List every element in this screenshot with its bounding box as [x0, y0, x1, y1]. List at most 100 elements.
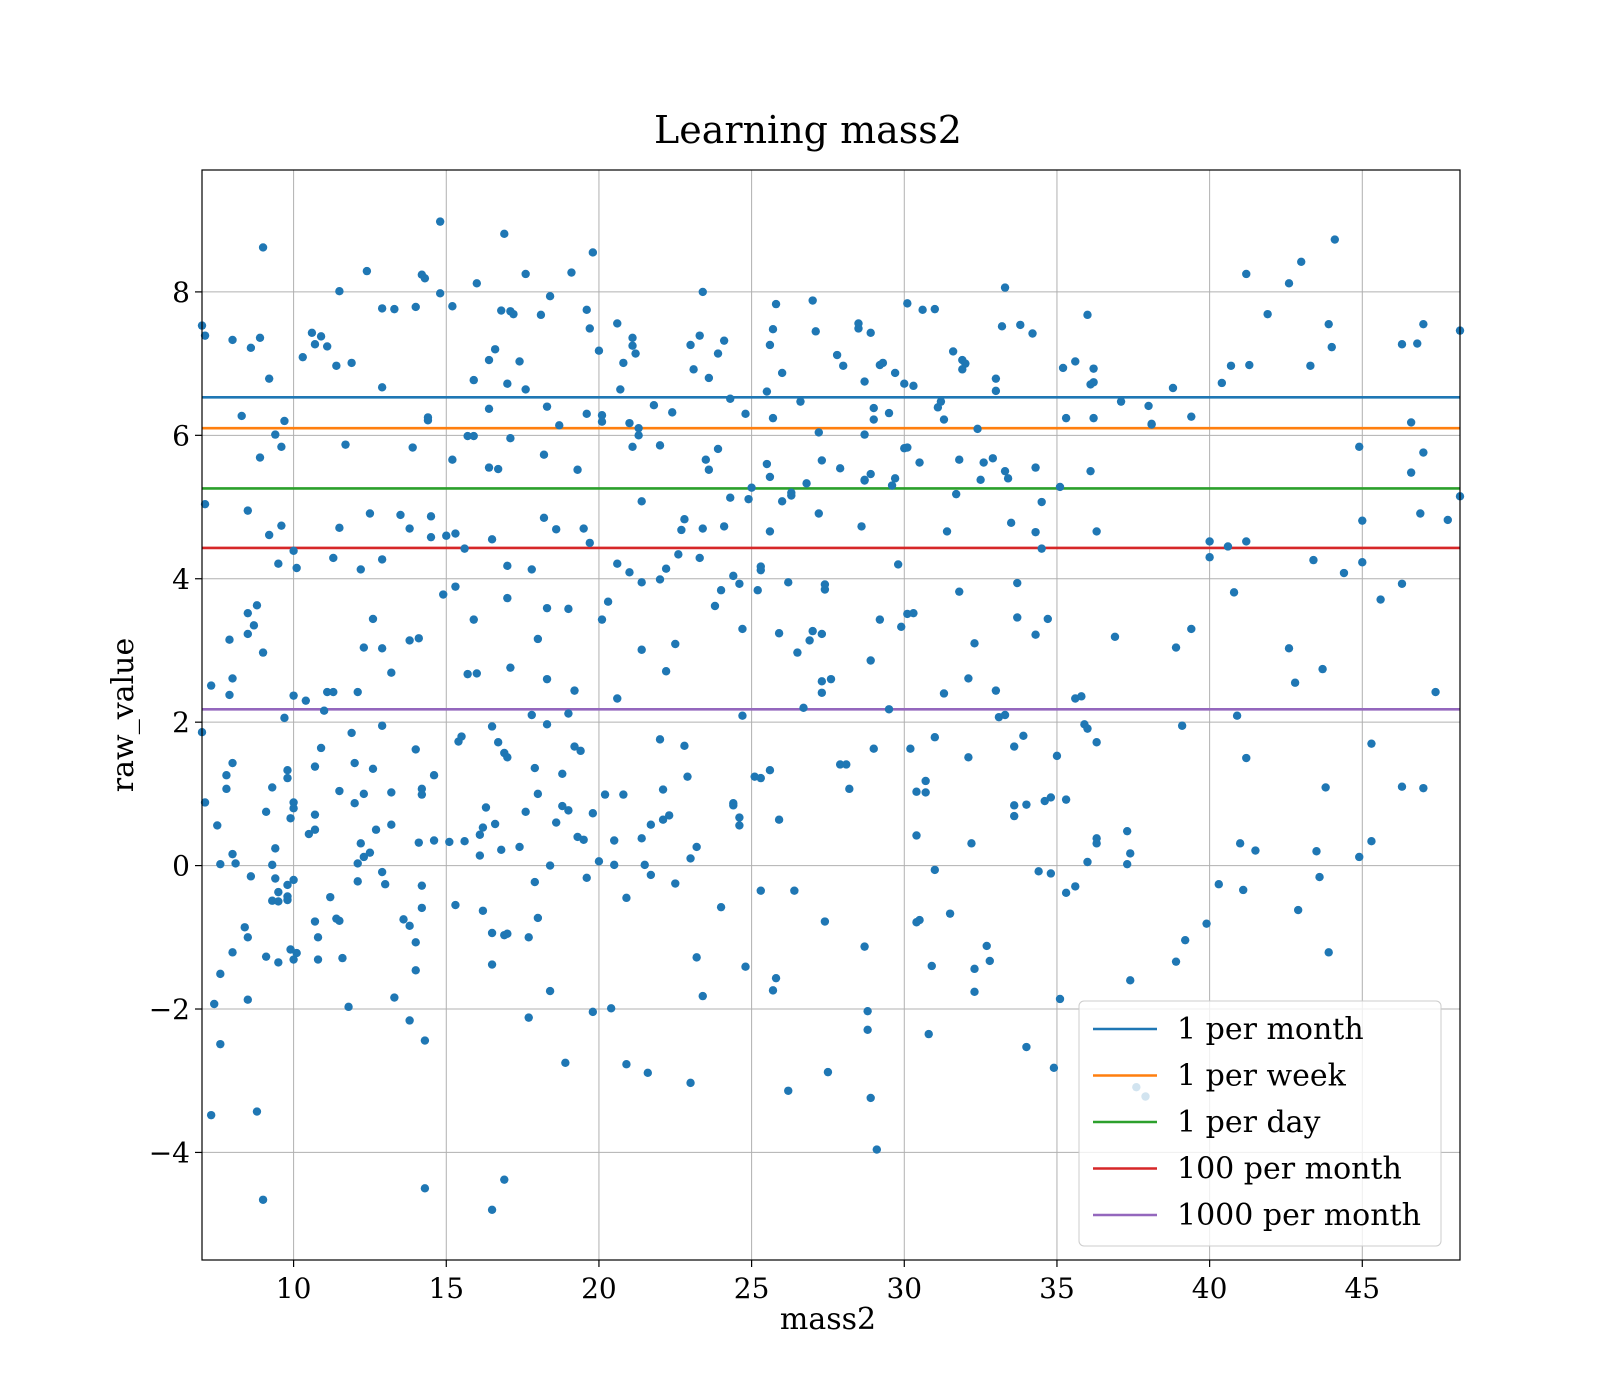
data-point: [603, 597, 613, 606]
data-point: [304, 829, 314, 839]
data-point: [887, 481, 897, 490]
data-point: [1339, 568, 1349, 578]
data-point: [289, 804, 298, 813]
data-point: [985, 956, 994, 966]
data-point: [448, 302, 457, 311]
data-point: [582, 873, 591, 882]
data-point: [597, 411, 607, 420]
data-point: [1232, 711, 1242, 720]
data-point: [503, 753, 512, 762]
chart-title: Learning mass2: [654, 108, 962, 152]
data-point: [628, 341, 637, 350]
data-point: [353, 877, 362, 886]
data-point: [713, 349, 723, 358]
data-point: [478, 906, 488, 915]
x-axis-ticks: 10 15 20 25 30 35 40 45: [276, 1260, 1380, 1305]
data-point: [790, 886, 799, 895]
data-point: [842, 760, 851, 769]
data-point: [716, 586, 726, 595]
x-axis-label: mass2: [780, 1302, 876, 1337]
data-point: [991, 386, 1001, 396]
data-point: [490, 345, 500, 354]
data-point: [976, 475, 985, 484]
data-point: [616, 385, 625, 394]
data-point: [353, 859, 362, 868]
data-point: [536, 310, 546, 320]
data-point: [353, 687, 362, 697]
data-point: [246, 343, 256, 353]
data-point: [1406, 468, 1416, 477]
data-point: [530, 763, 540, 773]
data-point: [1126, 849, 1135, 858]
data-point: [475, 830, 485, 839]
data-point: [1168, 383, 1178, 393]
data-point: [771, 973, 781, 983]
data-point: [274, 559, 283, 568]
data-point: [863, 1006, 872, 1016]
data-point: [637, 578, 646, 587]
data-point: [1431, 687, 1440, 697]
data-point: [820, 917, 830, 926]
data-point: [515, 842, 524, 852]
data-point: [264, 374, 274, 383]
data-point: [655, 735, 665, 744]
data-point: [893, 560, 903, 569]
data-point: [1318, 664, 1327, 674]
data-point: [429, 771, 439, 780]
data-point: [787, 488, 796, 497]
data-point: [774, 629, 784, 638]
data-point: [405, 921, 414, 931]
data-point: [869, 744, 878, 753]
data-point: [570, 686, 579, 695]
data-point: [1031, 527, 1040, 537]
data-point: [1397, 579, 1407, 588]
data-point: [359, 852, 369, 862]
data-point: [347, 728, 356, 738]
data-point: [979, 458, 988, 467]
data-point: [991, 374, 1001, 383]
data-point: [765, 766, 775, 775]
data-point: [310, 825, 320, 834]
legend-label: 1000 per month: [1177, 1198, 1421, 1233]
data-point: [860, 377, 869, 386]
y-axis-ticks: −4 −2 0 2 4 6 8: [149, 276, 202, 1169]
data-point: [252, 1107, 262, 1116]
data-point: [316, 743, 326, 753]
data-point: [1309, 555, 1318, 565]
data-point: [655, 441, 665, 450]
data-point: [274, 958, 283, 967]
data-point: [594, 857, 604, 866]
data-point: [1416, 509, 1425, 518]
data-point: [225, 690, 234, 700]
data-point: [420, 274, 430, 283]
data-point: [832, 350, 842, 360]
data-point: [490, 819, 500, 829]
data-point: [811, 327, 820, 336]
data-point: [277, 442, 286, 452]
data-point: [1006, 518, 1016, 528]
data-point: [1126, 976, 1135, 985]
data-point: [533, 789, 543, 799]
data-point: [225, 635, 234, 644]
data-point: [530, 877, 540, 887]
data-point: [487, 960, 497, 969]
data-point: [1367, 837, 1376, 846]
data-point: [1355, 442, 1364, 452]
data-point: [457, 732, 466, 741]
data-point: [1040, 796, 1049, 806]
data-point: [387, 668, 396, 677]
data-point: [936, 397, 946, 406]
data-point: [1306, 361, 1315, 370]
data-point: [264, 530, 274, 540]
data-point: [600, 790, 610, 799]
data-point: [1397, 340, 1407, 349]
data-point: [814, 509, 823, 518]
data-point: [1031, 630, 1040, 639]
data-point: [637, 497, 646, 506]
data-point: [817, 456, 827, 465]
data-point: [283, 895, 292, 905]
data-point: [671, 639, 680, 649]
data-point: [564, 709, 573, 718]
data-point: [777, 497, 787, 506]
data-point: [200, 798, 210, 807]
